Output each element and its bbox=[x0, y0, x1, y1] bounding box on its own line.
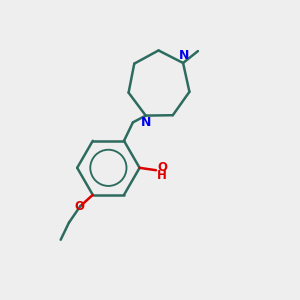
Text: N: N bbox=[178, 50, 189, 62]
Text: N: N bbox=[141, 116, 152, 129]
Text: H: H bbox=[157, 169, 167, 182]
Text: O: O bbox=[157, 161, 167, 174]
Text: O: O bbox=[74, 200, 84, 213]
